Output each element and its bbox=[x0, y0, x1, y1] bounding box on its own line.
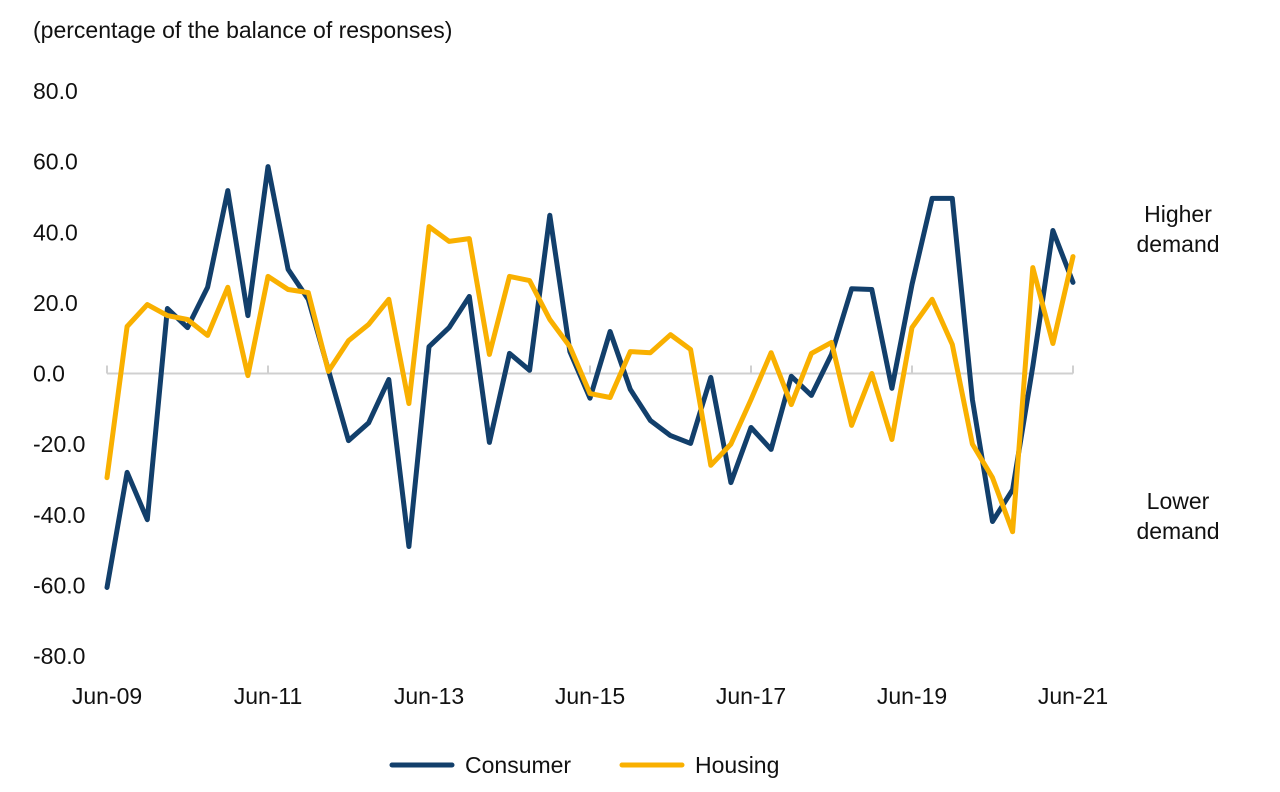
annotation-lower-line2: demand bbox=[1136, 518, 1219, 544]
x-tick-label: Jun-11 bbox=[234, 683, 303, 709]
x-axis: Jun-09 Jun-11 Jun-13 Jun-15 Jun-17 Jun-19 Jun-… bbox=[72, 365, 1108, 709]
annotation-higher-demand: Higher demand bbox=[1136, 201, 1219, 257]
y-tick-label: 0.0 bbox=[33, 361, 65, 387]
x-tick-label: Jun-21 bbox=[1038, 683, 1108, 709]
y-tick-label: 60.0 bbox=[33, 149, 78, 175]
y-tick-label: 80.0 bbox=[33, 78, 78, 104]
annotation-lower-line1: Lower bbox=[1147, 488, 1210, 514]
y-tick-label: 40.0 bbox=[33, 219, 78, 245]
x-tick-label: Jun-15 bbox=[555, 683, 625, 709]
y-tick-label: -40.0 bbox=[33, 502, 85, 528]
annotation-lower-demand: Lower demand bbox=[1136, 488, 1219, 544]
y-tick-label: -60.0 bbox=[33, 572, 85, 598]
y-tick-label: -80.0 bbox=[33, 643, 85, 669]
annotation-higher-line2: demand bbox=[1136, 231, 1219, 257]
series-lines bbox=[104, 164, 1076, 590]
series-line-housing bbox=[104, 224, 1076, 535]
y-tick-label: 20.0 bbox=[33, 290, 78, 316]
x-tick-label: Jun-09 bbox=[72, 683, 142, 709]
annotation-higher-line1: Higher bbox=[1144, 201, 1212, 227]
chart-subtitle: (percentage of the balance of responses) bbox=[33, 17, 452, 43]
legend-label-housing: Housing bbox=[695, 752, 779, 778]
y-axis: 80.0 60.0 40.0 20.0 0.0 -20.0 -40.0 -60.0 -80.0 bbox=[33, 78, 85, 669]
x-tick-label: Jun-17 bbox=[716, 683, 786, 709]
series-line-consumer bbox=[104, 164, 1076, 590]
y-tick-label: -20.0 bbox=[33, 431, 85, 457]
x-tick-label: Jun-19 bbox=[877, 683, 947, 709]
legend: Consumer Housing bbox=[389, 752, 779, 778]
x-tick-label: Jun-13 bbox=[394, 683, 464, 709]
legend-label-consumer: Consumer bbox=[465, 752, 571, 778]
